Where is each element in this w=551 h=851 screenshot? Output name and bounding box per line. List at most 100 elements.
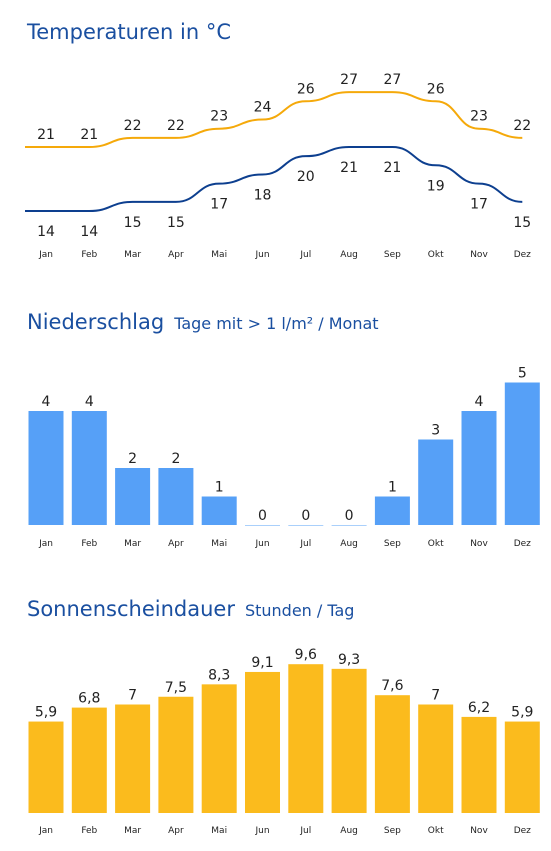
precipitation-bar (374, 496, 410, 525)
temperature-month-label: Mar (124, 250, 141, 260)
sunshine-month-label: Jul (299, 826, 311, 836)
temperature-max-label: 23 (210, 109, 228, 125)
sunshine-month-label: Sep (384, 826, 401, 836)
temperature-month-label: Dez (514, 250, 531, 260)
precipitation-chart: 4 4 2 2 1 0 0 0 1 3 4 5 Jan Feb Mar Apr Mai Jun Jul Aug Sep O… (28, 366, 540, 549)
precipitation-value-label: 4 (475, 394, 484, 410)
sunshine-value-label: 8,3 (208, 667, 230, 683)
precipitation-value-label: 2 (128, 451, 137, 467)
precipitation-month-label: Sep (384, 539, 401, 549)
precipitation-title-row: Niederschlag Tage mit > 1 l/m² / Monat (27, 310, 379, 334)
temperature-title: Temperaturen in °C (27, 20, 231, 44)
temperature-max-label: 24 (254, 100, 272, 116)
temperature-min-label: 20 (297, 169, 315, 185)
precipitation-month-label: Jan (38, 539, 53, 549)
temperature-max-label: 21 (80, 127, 98, 143)
temperature-min-label: 21 (383, 160, 401, 176)
temperature-min-label: 14 (37, 224, 55, 240)
sunshine-month-label: Nov (470, 826, 488, 836)
temperature-max-label: 22 (513, 118, 531, 134)
precipitation-value-label: 1 (388, 480, 397, 496)
sunshine-bar (71, 707, 107, 813)
temperature-min-label: 15 (124, 215, 142, 231)
precipitation-bar (158, 468, 194, 525)
sunshine-title-row: Sonnenscheindauer Stunden / Tag (27, 597, 354, 621)
precipitation-value-label: 1 (215, 480, 224, 496)
precipitation-bar (245, 525, 280, 526)
precipitation-value-label: 0 (258, 508, 267, 524)
temperature-max-label: 22 (124, 118, 142, 134)
sunshine-value-label: 7,5 (165, 680, 187, 696)
temperature-max-label: 26 (297, 81, 315, 97)
sunshine-value-label: 6,8 (78, 691, 100, 707)
precipitation-bar (461, 411, 497, 525)
precipitation-month-label: Jun (254, 539, 269, 549)
sunshine-bar (504, 721, 540, 813)
precipitation-value-label: 0 (301, 508, 310, 524)
temperature-min-label: 15 (167, 215, 185, 231)
sunshine-month-label: Feb (81, 826, 97, 836)
sunshine-bar (418, 704, 454, 813)
temperature-chart: 21 21 22 22 23 24 26 27 27 26 23 22 14 14 15 15 17 18 20 21… (25, 72, 531, 260)
sunshine-month-label: Aug (340, 826, 358, 836)
precipitation-month-label: Aug (340, 539, 358, 549)
temperature-month-label: Mai (211, 250, 227, 260)
temperature-min-label: 17 (470, 197, 488, 213)
temperature-month-label: Aug (340, 250, 358, 260)
sunshine-value-label: 9,6 (295, 647, 317, 663)
sunshine-bar (158, 696, 194, 813)
sunshine-bar (245, 671, 280, 813)
sunshine-bar (374, 695, 410, 813)
precipitation-month-label: Mar (124, 539, 141, 549)
precipitation-bar (288, 525, 324, 526)
temperature-month-label: Feb (81, 250, 97, 260)
temperature-month-label: Jan (38, 250, 53, 260)
temperature-month-label: Okt (428, 250, 444, 260)
precipitation-value-label: 0 (345, 508, 354, 524)
sunshine-value-label: 9,1 (251, 655, 273, 671)
precipitation-month-label: Feb (81, 539, 97, 549)
precipitation-subtitle: Tage mit > 1 l/m² / Monat (174, 314, 379, 333)
precipitation-month-label: Dez (514, 539, 531, 549)
temperature-max-label: 26 (427, 81, 445, 97)
temperature-month-label: Nov (470, 250, 488, 260)
sunshine-month-label: Mai (211, 826, 227, 836)
precipitation-bar (71, 411, 107, 525)
precipitation-bar (504, 382, 540, 525)
precipitation-value-label: 5 (518, 366, 527, 382)
sunshine-value-label: 7 (431, 688, 440, 704)
sunshine-value-label: 7,6 (381, 678, 403, 694)
precipitation-value-label: 2 (171, 451, 180, 467)
temperature-min-label: 14 (80, 224, 98, 240)
temperature-month-label: Apr (168, 250, 184, 260)
sunshine-value-label: 7 (128, 688, 137, 704)
precipitation-bar (28, 411, 64, 525)
sunshine-bar (288, 664, 324, 813)
sunshine-month-label: Jan (38, 826, 53, 836)
sunshine-subtitle: Stunden / Tag (244, 601, 355, 620)
temperature-min-label: 19 (427, 178, 445, 194)
precipitation-title: Niederschlag (27, 310, 165, 334)
precipitation-bar (331, 525, 367, 526)
temperature-max-label: 23 (470, 109, 488, 125)
sunshine-bar (115, 704, 151, 813)
sunshine-value-label: 9,3 (338, 652, 360, 668)
temperature-max-label: 21 (37, 127, 55, 143)
temperature-max-label: 27 (383, 72, 401, 88)
sunshine-month-label: Jun (254, 826, 269, 836)
precipitation-bar (201, 496, 237, 525)
precipitation-value-label: 4 (85, 394, 94, 410)
temperature-min-label: 15 (513, 215, 531, 231)
precipitation-value-label: 4 (42, 394, 51, 410)
precipitation-value-label: 3 (431, 423, 440, 439)
sunshine-bar (28, 721, 64, 813)
temperature-min-label: 21 (340, 160, 358, 176)
temperature-month-label: Jul (299, 250, 311, 260)
precipitation-month-label: Nov (470, 539, 488, 549)
sunshine-title: Sonnenscheindauer (27, 597, 235, 621)
temperature-max-label: 22 (167, 118, 185, 134)
sunshine-month-label: Okt (428, 826, 444, 836)
sunshine-month-label: Apr (168, 826, 184, 836)
sunshine-bar (331, 668, 367, 813)
